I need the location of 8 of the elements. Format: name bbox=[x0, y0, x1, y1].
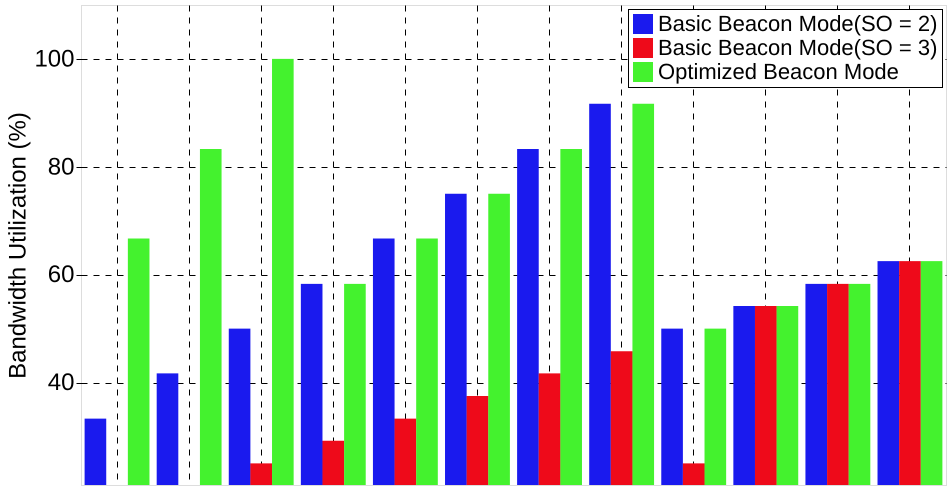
y-axis-title: Bandwidth Utilization (%) bbox=[4, 112, 32, 379]
legend-label: Optimized Beacon Mode bbox=[658, 59, 899, 84]
legend-label: Basic Beacon Mode(SO = 2) bbox=[658, 11, 938, 36]
y-tick-label: 100 bbox=[34, 45, 74, 72]
y-tick-label: 40 bbox=[48, 369, 74, 396]
legend-label: Basic Beacon Mode(SO = 3) bbox=[658, 35, 938, 60]
y-tick-label: 60 bbox=[48, 261, 74, 288]
y-tick-label: 80 bbox=[48, 153, 74, 180]
